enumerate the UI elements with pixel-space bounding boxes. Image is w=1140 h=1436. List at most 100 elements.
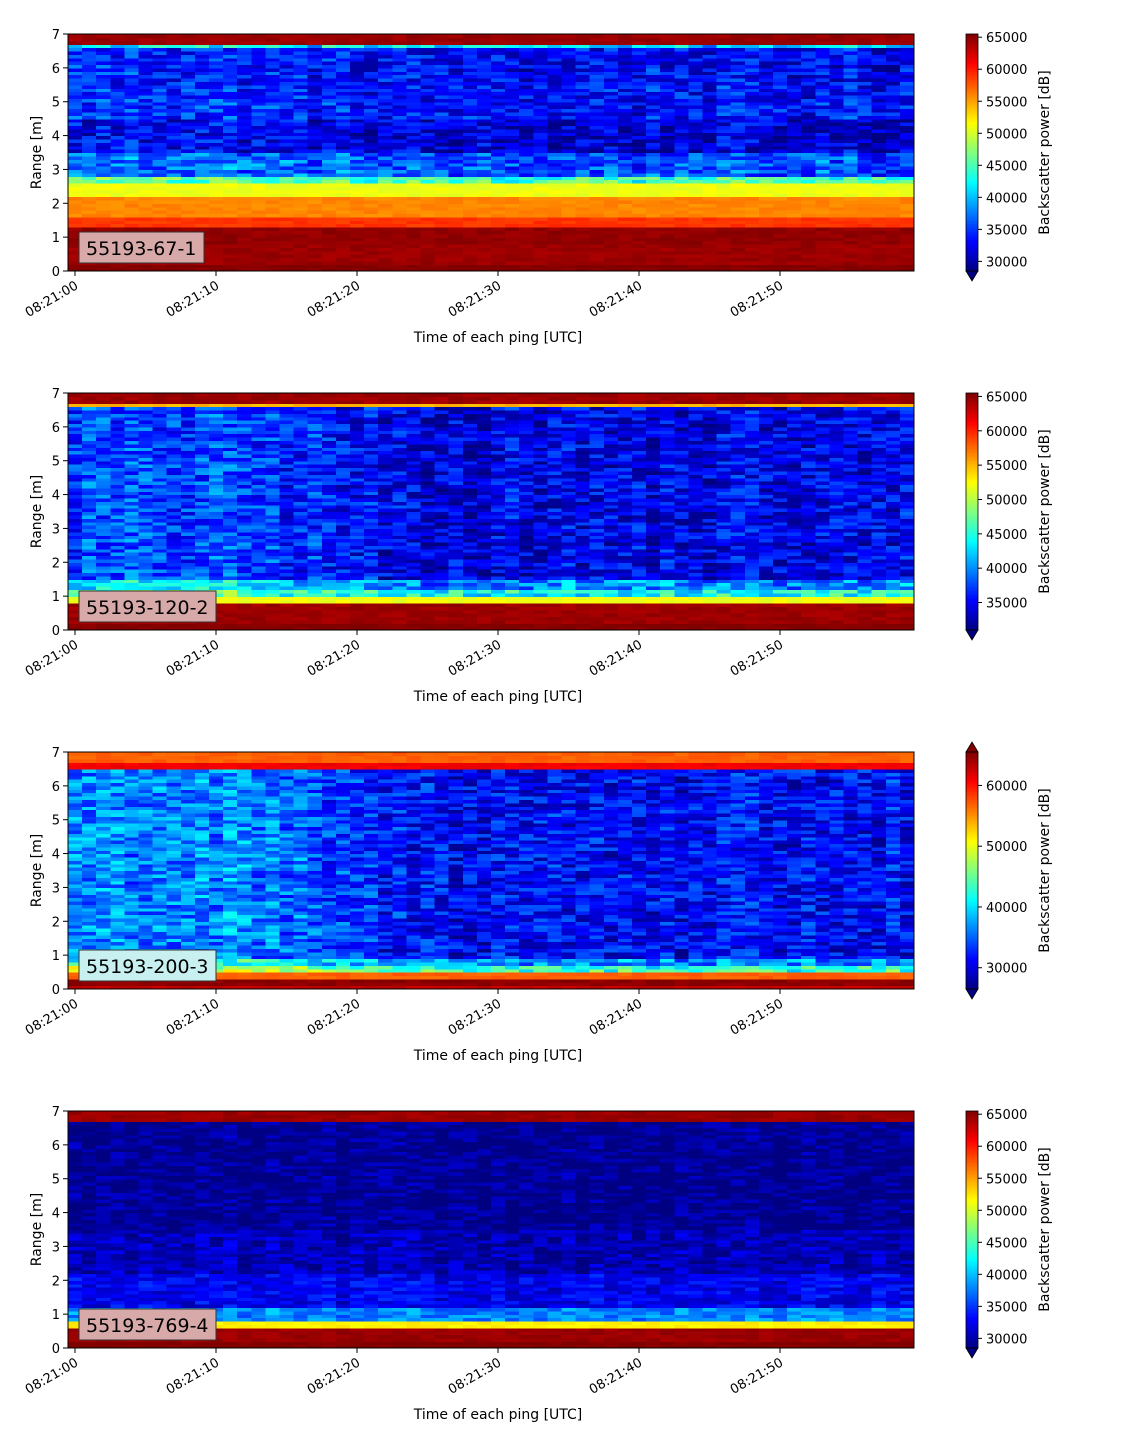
heatmap-cell [364, 88, 379, 93]
heatmap-cell [801, 250, 816, 255]
colorbar-segment [966, 150, 978, 154]
heatmap-cell [688, 230, 704, 235]
heatmap-cell [124, 450, 140, 455]
heatmap-cell [632, 152, 647, 157]
heatmap-cell [96, 162, 111, 167]
heatmap-cell [364, 145, 379, 150]
heatmap-cell [829, 91, 845, 96]
heatmap-cell [674, 149, 689, 154]
heatmap-cell [730, 172, 746, 177]
heatmap-cell [519, 88, 534, 93]
heatmap-cell [434, 74, 450, 79]
heatmap-cell [448, 67, 464, 72]
heatmap-cell [787, 230, 802, 235]
heatmap-cell [152, 453, 168, 458]
heatmap-cell [617, 176, 633, 181]
heatmap-cell [434, 220, 450, 225]
heatmap-cell [237, 128, 252, 133]
heatmap-cell [491, 237, 506, 242]
heatmap-cell [152, 467, 168, 472]
heatmap-cell [744, 40, 760, 45]
heatmap-cell [829, 74, 845, 79]
heatmap-cell [829, 78, 845, 82]
heatmap-cell [674, 250, 689, 255]
heatmap-cell [674, 91, 689, 96]
heatmap-cell [674, 54, 689, 59]
heatmap-cell [476, 260, 492, 265]
heatmap-cell [152, 210, 168, 215]
heatmap-cell [96, 626, 111, 631]
heatmap-cell [603, 44, 619, 49]
heatmap-cell [462, 91, 478, 96]
heatmap-cell [96, 44, 111, 49]
heatmap-cell [194, 115, 210, 120]
heatmap-cell [871, 155, 887, 160]
heatmap-cell [180, 548, 196, 553]
heatmap-cell [716, 267, 732, 272]
heatmap-cell [96, 474, 111, 479]
heatmap-cell [476, 179, 492, 184]
heatmap-cell [378, 223, 393, 228]
heatmap-cell [744, 155, 760, 160]
heatmap-cell [815, 105, 830, 110]
colorbar-segment [966, 65, 978, 69]
heatmap-cell [209, 149, 224, 154]
heatmap-cell [843, 50, 859, 55]
heatmap-cell [688, 206, 704, 211]
heatmap-cell [152, 552, 168, 557]
heatmap-cell [829, 196, 845, 201]
heatmap-cell [885, 155, 901, 160]
heatmap-cell [96, 118, 111, 123]
heatmap-cell [392, 176, 407, 181]
heatmap-cell [335, 186, 351, 191]
heatmap-cell [194, 122, 210, 127]
heatmap-cell [505, 172, 520, 177]
heatmap-cell [744, 243, 760, 248]
heatmap-cell [223, 152, 238, 157]
heatmap-cell [589, 50, 605, 55]
colorbar-segment [966, 211, 978, 215]
heatmap-cell [420, 50, 436, 55]
heatmap-cell [138, 453, 154, 458]
heatmap-cell [448, 91, 464, 96]
heatmap-cell [82, 142, 97, 147]
colorbar-segment [966, 146, 978, 150]
heatmap-cell [815, 264, 830, 269]
heatmap-cell [871, 162, 887, 167]
heatmap-cell [547, 138, 563, 143]
heatmap-cell [124, 216, 140, 221]
heatmap-cell [491, 193, 506, 198]
heatmap-cell [194, 64, 210, 69]
heatmap-cell [561, 166, 577, 171]
heatmap-cell [491, 267, 506, 272]
heatmap-cell [68, 94, 83, 99]
heatmap-cell [561, 196, 577, 201]
heatmap-cell [646, 264, 661, 269]
heatmap-cell [420, 61, 436, 66]
heatmap-cell [335, 196, 351, 201]
heatmap-cell [899, 138, 915, 143]
heatmap-cell [194, 74, 210, 79]
heatmap-cell [406, 166, 422, 171]
heatmap-cell [787, 47, 802, 52]
heatmap-cell [603, 54, 619, 59]
heatmap-cell [899, 88, 915, 93]
heatmap-cell [138, 37, 154, 42]
heatmap-cell [321, 115, 337, 120]
heatmap-cell [124, 220, 140, 225]
heatmap-cell [787, 247, 802, 252]
heatmap-cell [68, 203, 83, 208]
heatmap-cell [632, 145, 647, 150]
heatmap-cell [702, 172, 718, 177]
heatmap-cell [138, 508, 154, 513]
heatmap-cell [561, 213, 577, 218]
heatmap-cell [688, 94, 704, 99]
heatmap-cell [702, 142, 718, 147]
heatmap-cell [702, 254, 718, 259]
heatmap-cell [138, 128, 154, 133]
heatmap-cell [223, 196, 238, 201]
heatmap-cell [829, 257, 845, 262]
heatmap-cell [124, 484, 140, 489]
heatmap-cell [899, 159, 915, 164]
heatmap-cell [335, 189, 351, 194]
